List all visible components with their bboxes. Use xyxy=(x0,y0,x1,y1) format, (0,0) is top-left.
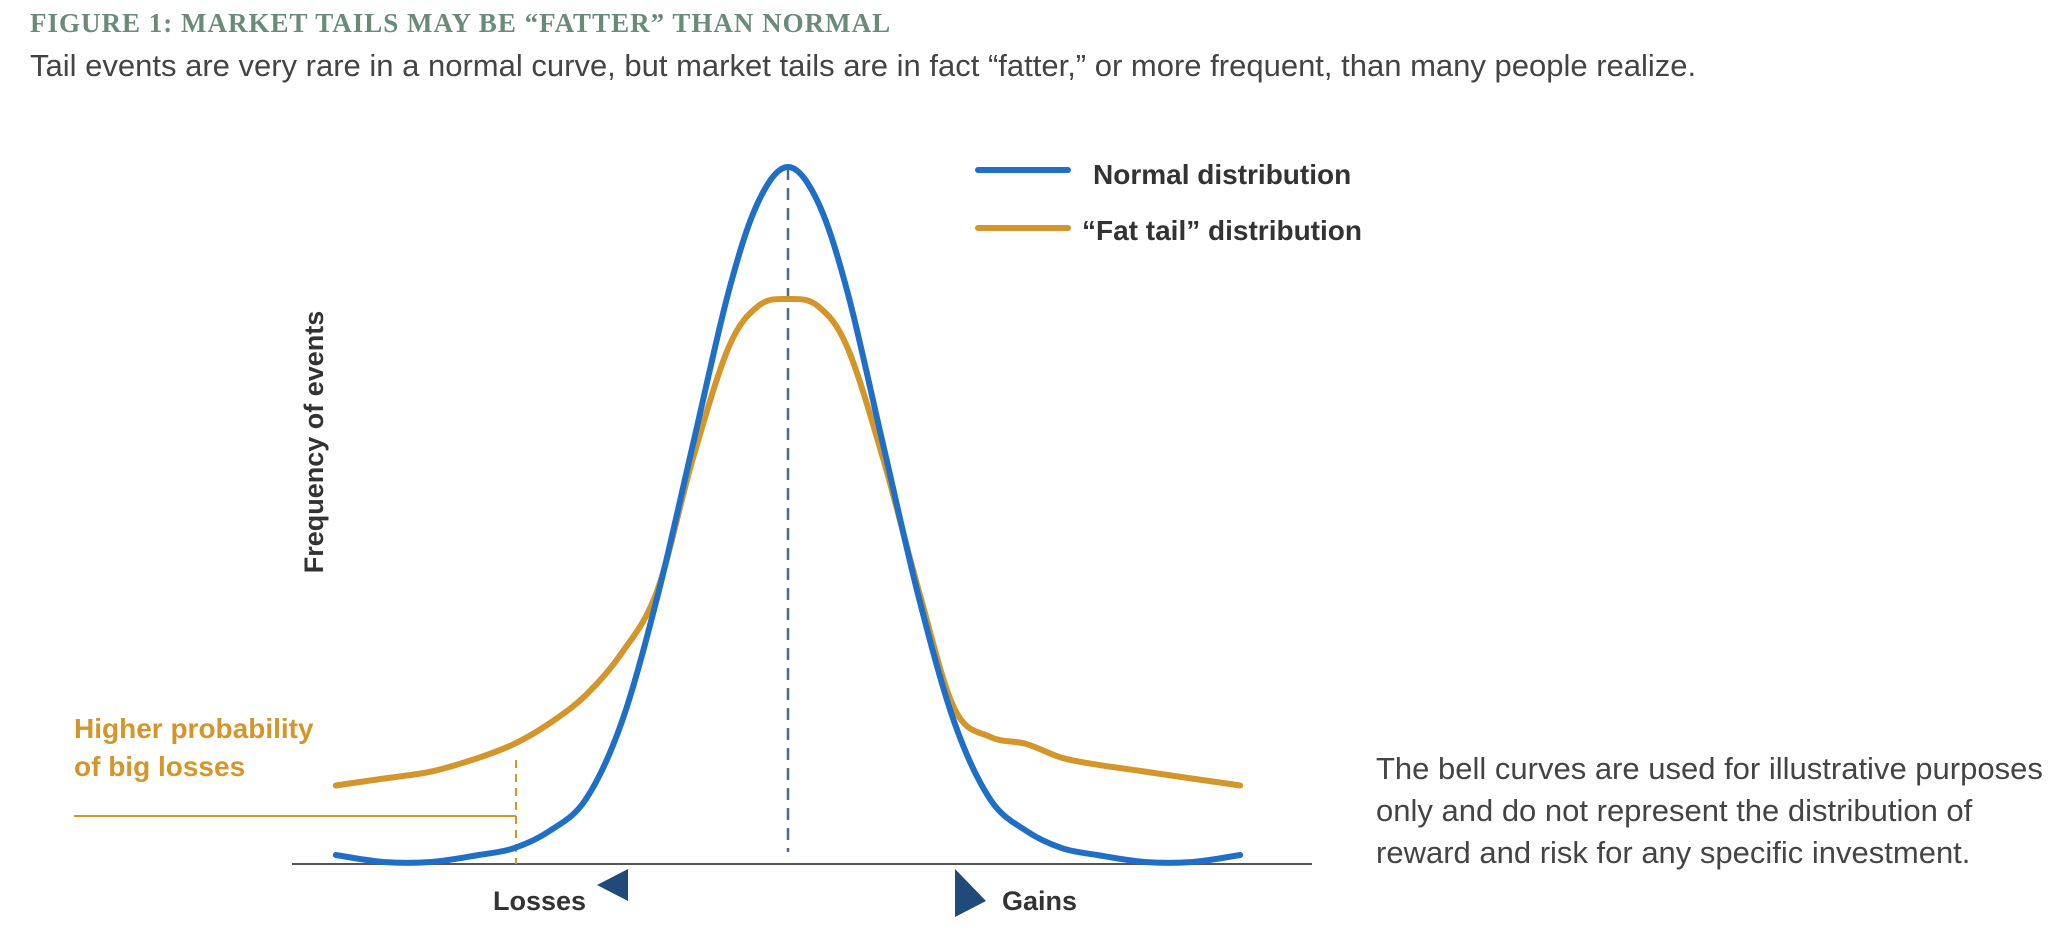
arrow-left-icon xyxy=(597,869,628,901)
series-fat-tail-line xyxy=(332,295,1244,789)
disclaimer-note: The bell curves are used for illustrativ… xyxy=(1376,751,2043,870)
x-label-gains: Gains xyxy=(1002,886,1077,916)
legend-label-normal: Normal distribution xyxy=(1093,159,1351,190)
annotation-line-1: Higher probability xyxy=(74,713,314,744)
figure-subtitle: Tail events are very rare in a normal cu… xyxy=(30,48,1697,83)
x-label-losses: Losses xyxy=(493,886,586,916)
y-axis-label: Frequency of events xyxy=(299,311,329,574)
series-normal-line xyxy=(332,163,1244,866)
figure-title: FIGURE 1: MARKET TAILS MAY BE “FATTER” T… xyxy=(30,8,892,38)
legend-label-fat-tail: “Fat tail” distribution xyxy=(1082,215,1362,246)
annotation-line-2: of big losses xyxy=(74,751,245,782)
arrow-right-icon xyxy=(955,869,986,917)
